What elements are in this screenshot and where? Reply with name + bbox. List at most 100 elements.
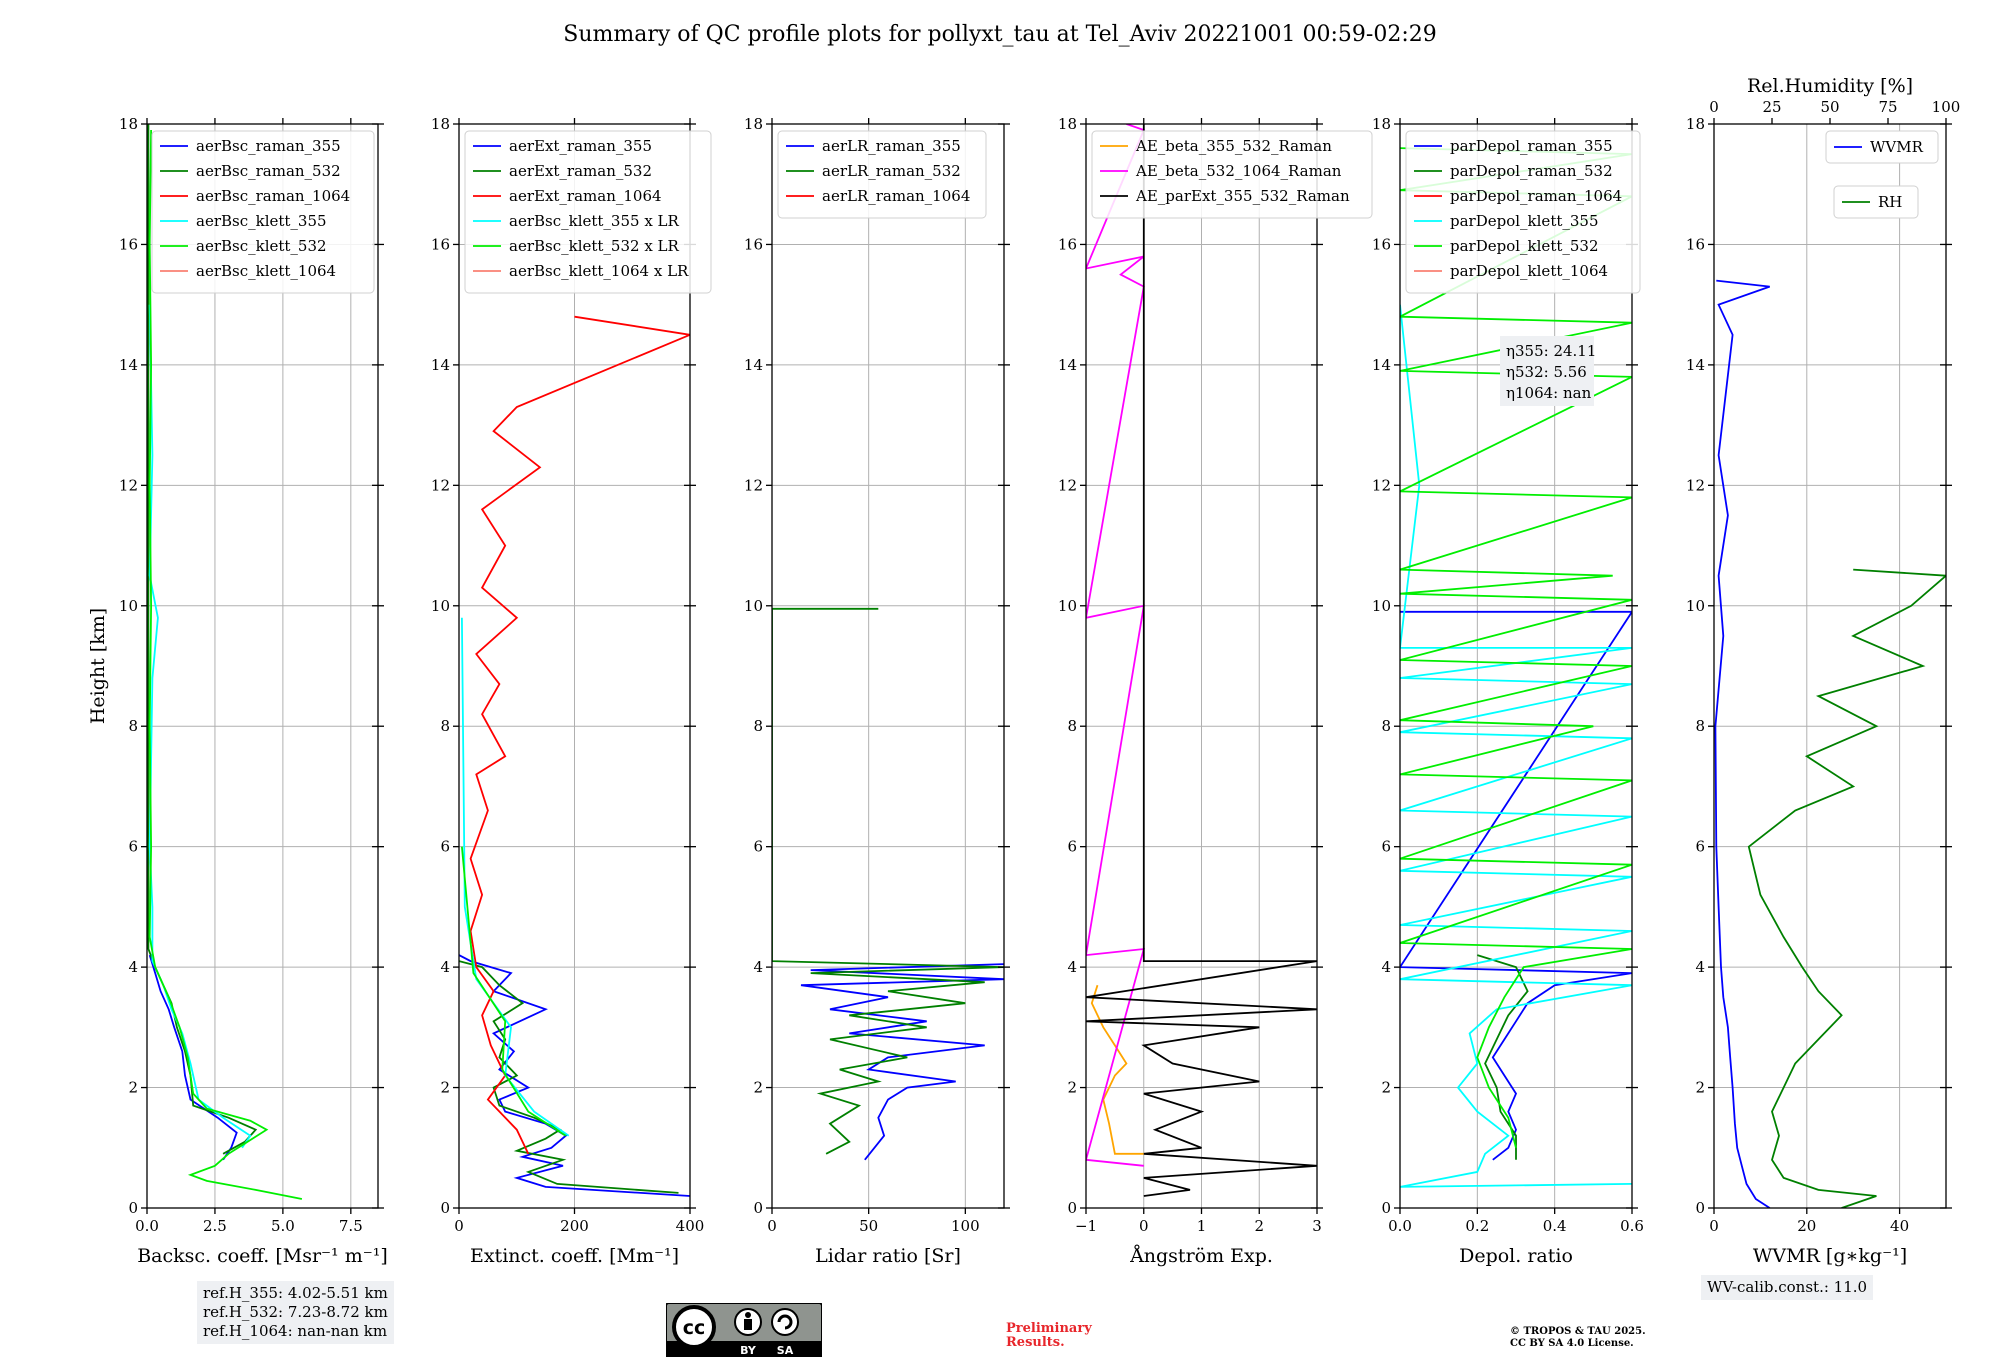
legend-label: aerBsc_raman_1064 bbox=[196, 187, 350, 205]
legend-label: aerBsc_klett_1064 bbox=[196, 262, 336, 280]
y-tick-label: 0 bbox=[1695, 1199, 1705, 1217]
cc-by-sa-badge: cc BY SA bbox=[665, 1302, 823, 1358]
y-tick-label: 10 bbox=[1372, 597, 1391, 615]
x2-tick-label: 0 bbox=[1709, 98, 1719, 116]
y-tick-label: 10 bbox=[744, 597, 763, 615]
y-tick-label: 14 bbox=[1372, 356, 1391, 374]
legend-label: aerExt_raman_355 bbox=[509, 137, 652, 155]
y-tick-label: 18 bbox=[1058, 115, 1077, 133]
chart-panel-2: 0 2 4 6 8 10 12 14 16 18 0 200 400 Extinct. coeff. [M… bbox=[431, 115, 712, 1267]
legend-frame bbox=[777, 130, 987, 219]
x-tick-label: 0 bbox=[1709, 1217, 1719, 1235]
series-line-AE_beta_355_532_Raman bbox=[1090, 984, 1144, 1155]
series-group bbox=[1714, 279, 1946, 1208]
x-tick-label: 0 bbox=[454, 1217, 464, 1235]
x-axis-label: Backsc. coeff. [Msr⁻¹ m⁻¹] bbox=[137, 1245, 388, 1267]
x2-tick-label: 100 bbox=[1932, 98, 1961, 116]
legend-label: aerLR_raman_532 bbox=[822, 162, 961, 180]
series-group bbox=[147, 124, 303, 1200]
x2-tick-label: 50 bbox=[1820, 98, 1839, 116]
x2-tick-label: 25 bbox=[1762, 98, 1781, 116]
y-tick-label: 4 bbox=[1695, 958, 1705, 976]
axes-frame bbox=[1713, 123, 1947, 1209]
legend: parDepol_raman_355 parDepol_raman_532 parD… bbox=[1405, 130, 1641, 294]
x-tick-label: 2.5 bbox=[203, 1217, 227, 1235]
ref-height-355: ref.H_355: 4.02-5.51 km bbox=[203, 1284, 388, 1302]
preliminary-line-2: Results. bbox=[1006, 1335, 1065, 1350]
y-tick-label: 14 bbox=[744, 356, 763, 374]
x-tick-label: 0.2 bbox=[1465, 1217, 1489, 1235]
y-tick-label: 10 bbox=[1058, 597, 1077, 615]
y-tick-label: 14 bbox=[1686, 356, 1705, 374]
legend-label: parDepol_klett_532 bbox=[1450, 237, 1599, 255]
chart-panel-5: 0 2 4 6 8 10 12 14 16 18 0.0 0.2 0.4 0.6 Depol. ratio p… bbox=[1372, 115, 1644, 1267]
y-tick-label: 14 bbox=[1058, 356, 1077, 374]
legend-label: aerLR_raman_1064 bbox=[822, 187, 970, 205]
x-tick-label: 50 bbox=[859, 1217, 878, 1235]
series-line-aerBsc_klett_355 x LR bbox=[461, 617, 570, 1137]
series-line-parDepol_klett_532 bbox=[1400, 147, 1632, 1149]
copyright-line-1: © TROPOS & TAU 2025. bbox=[1510, 1326, 1646, 1337]
legend-label: RH bbox=[1878, 193, 1902, 211]
legend-frame bbox=[1405, 130, 1641, 294]
x-tick-label: 0 bbox=[767, 1217, 777, 1235]
y-tick-label: 0 bbox=[128, 1199, 138, 1217]
series-line-aerBsc_raman_355 bbox=[148, 954, 238, 1161]
legend-frame bbox=[1091, 130, 1373, 219]
legend-label: aerBsc_klett_355 x LR bbox=[509, 212, 680, 230]
y-tick-label: 18 bbox=[744, 115, 763, 133]
legend-label: parDepol_klett_355 bbox=[1450, 212, 1599, 230]
legend-label: aerBsc_klett_1064 x LR bbox=[509, 262, 689, 280]
y-tick-label: 2 bbox=[1067, 1079, 1077, 1097]
series-line-aerLR_raman_355 bbox=[800, 963, 1004, 1161]
y-tick-label: 12 bbox=[744, 476, 763, 494]
x-tick-label: 0.0 bbox=[135, 1217, 159, 1235]
chart-panel-1: 0 2 4 6 8 10 12 14 16 18 0.0 2.5 5.0 7.5 Backsc. coeff… bbox=[119, 115, 388, 1267]
eta-line-1: η532: 5.56 bbox=[1506, 363, 1587, 381]
y-tick-label: 0 bbox=[753, 1199, 763, 1217]
series-group bbox=[1400, 147, 1632, 1188]
series-line-AE_beta_532_1064_Raman bbox=[1086, 124, 1146, 1167]
legend-label: aerBsc_raman_355 bbox=[196, 137, 341, 155]
legend: aerExt_raman_355 aerExt_raman_532 aerExt_r… bbox=[464, 130, 712, 294]
legend-label: aerBsc_klett_532 bbox=[196, 237, 327, 255]
axes-frame bbox=[146, 123, 379, 1209]
x-tick-label: 100 bbox=[951, 1217, 980, 1235]
series-line-aerExt_raman_532 bbox=[459, 960, 679, 1194]
x-tick-label: 0 bbox=[1139, 1217, 1149, 1235]
y-tick-label: 6 bbox=[128, 838, 138, 856]
y-tick-label: 6 bbox=[440, 838, 450, 856]
x2-axis-label: Rel.Humidity [%] bbox=[1747, 75, 1913, 97]
svg-text:cc: cc bbox=[683, 1317, 706, 1339]
legend-frame bbox=[464, 130, 712, 294]
x-axis-label: Lidar ratio [Sr] bbox=[815, 1245, 961, 1267]
series-line-RH bbox=[1747, 568, 1946, 1208]
eta-line-0: η355: 24.11 bbox=[1506, 342, 1596, 360]
axes-frame bbox=[1399, 123, 1633, 1209]
series-line-aerBsc_klett_532 bbox=[148, 129, 303, 1200]
series-group bbox=[459, 315, 690, 1197]
y-tick-label: 18 bbox=[1372, 115, 1391, 133]
x-axis-label: Depol. ratio bbox=[1459, 1245, 1573, 1267]
eta-line-2: η1064: nan bbox=[1506, 384, 1592, 402]
x-axis-label: Extinct. coeff. [Mm⁻¹] bbox=[470, 1245, 679, 1267]
y-tick-label: 16 bbox=[119, 235, 138, 253]
x-tick-label: 0.4 bbox=[1543, 1217, 1567, 1235]
y-tick-label: 16 bbox=[431, 235, 450, 253]
legend-frame-wvmr bbox=[1825, 130, 1939, 164]
eta-box: η355: 24.11 η532: 5.56 η1064: nan bbox=[1500, 336, 1596, 406]
series-line-WVMR bbox=[1714, 279, 1771, 1208]
x-tick-label: 5.0 bbox=[271, 1217, 295, 1235]
legend: WVMR RH bbox=[1825, 130, 1939, 219]
y-tick-label: 16 bbox=[1058, 235, 1077, 253]
y-tick-label: 10 bbox=[431, 597, 450, 615]
y-axis-label: Height [km] bbox=[87, 608, 109, 724]
x-tick-label: 1 bbox=[1197, 1217, 1207, 1235]
y-tick-label: 8 bbox=[1381, 717, 1391, 735]
series-group bbox=[772, 607, 1004, 1161]
x-tick-label: 0.0 bbox=[1388, 1217, 1412, 1235]
x-axis-label: WVMR [g∗kg⁻¹] bbox=[1753, 1245, 1907, 1267]
y-tick-label: 4 bbox=[1067, 958, 1077, 976]
y-tick-label: 16 bbox=[1372, 235, 1391, 253]
legend-label: AE_beta_355_532_Raman bbox=[1135, 137, 1332, 155]
